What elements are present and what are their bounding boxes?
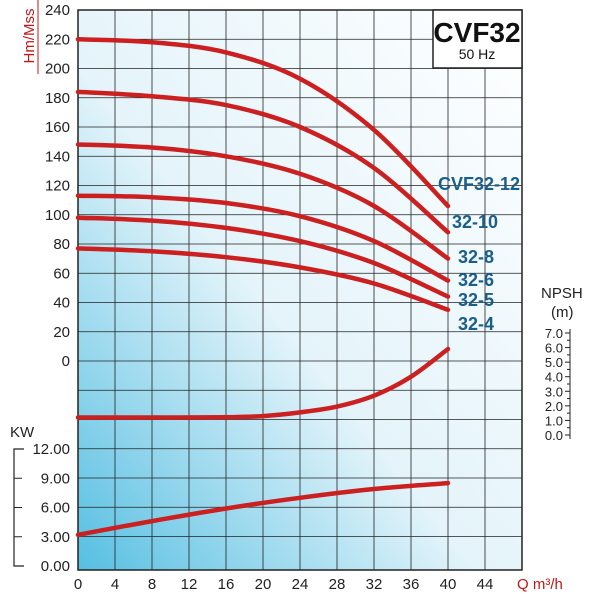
flow-tick-label: 32 bbox=[366, 576, 383, 593]
flow-tick-label: 28 bbox=[329, 576, 346, 593]
head-axis-title: Hm/Mss bbox=[21, 9, 38, 64]
head-curve-32-5 bbox=[75, 215, 451, 299]
head-tick-label: 60 bbox=[53, 265, 70, 282]
model-title: CVF32 bbox=[433, 17, 520, 48]
npsh-tick-label: 7.0 bbox=[545, 326, 563, 341]
model-title-box bbox=[432, 9, 523, 69]
npsh-axis-unit: (m) bbox=[551, 304, 574, 321]
power-tick-label: 9.00 bbox=[41, 470, 70, 487]
head-tick-label: 160 bbox=[45, 119, 70, 136]
head-tick-label: 100 bbox=[45, 207, 70, 224]
head-tick-label: 40 bbox=[53, 295, 70, 312]
npsh-tick-label: 3.0 bbox=[545, 384, 563, 399]
flow-axis-ticks: 0 4 8 12 16 20 24 28 32 36 40 44 bbox=[74, 576, 494, 593]
flow-tick-label: 12 bbox=[181, 576, 198, 593]
head-curve-cvf32-12 bbox=[75, 37, 451, 209]
npsh-axis: 7.06.05.04.03.02.01.00.0 bbox=[545, 326, 571, 443]
npsh-tick-label: 2.0 bbox=[545, 399, 563, 414]
head-tick-label: 140 bbox=[45, 148, 70, 165]
flow-tick-label: 16 bbox=[218, 576, 235, 593]
curve-label-cvf32-12: CVF32-12 bbox=[438, 174, 520, 194]
power-tick-label: 3.00 bbox=[41, 529, 70, 546]
npsh-tick-label: 6.0 bbox=[545, 341, 563, 356]
power-axis-bracket bbox=[13, 448, 24, 567]
power-axis-ticks: 0.00 3.00 6.00 9.00 12.00 bbox=[14, 441, 70, 575]
flow-axis-title: Q m³/h bbox=[517, 576, 563, 593]
flow-tick-label: 4 bbox=[111, 576, 119, 593]
flow-tick-label: 24 bbox=[292, 576, 309, 593]
npsh-tick-label: 5.0 bbox=[545, 355, 563, 370]
power-tick-label: 6.00 bbox=[41, 500, 70, 517]
head-curve-32-8 bbox=[75, 142, 451, 261]
head-tick-label: 20 bbox=[53, 324, 70, 341]
power-axis-title: KW bbox=[10, 424, 35, 441]
curve-label-32-10: 32-10 bbox=[452, 212, 498, 232]
head-tick-label: 0 bbox=[62, 353, 70, 370]
head-tick-label: 120 bbox=[45, 178, 70, 195]
curve-label-32-6: 32-6 bbox=[458, 270, 494, 290]
flow-tick-label: 44 bbox=[477, 576, 494, 593]
head-tick-label: 220 bbox=[45, 31, 70, 48]
head-curve-32-4 bbox=[75, 246, 451, 313]
npsh-tick-label: 4.0 bbox=[545, 370, 563, 385]
npsh-tick-label: 0.0 bbox=[545, 428, 563, 443]
head-curve-32-10 bbox=[75, 89, 451, 235]
head-tick-label: 80 bbox=[53, 236, 70, 253]
head-tick-label: 200 bbox=[45, 61, 70, 78]
flow-tick-label: 40 bbox=[440, 576, 457, 593]
curve-label-32-4: 32-4 bbox=[458, 314, 494, 334]
head-tick-label: 180 bbox=[45, 90, 70, 107]
flow-tick-label: 36 bbox=[403, 576, 420, 593]
curve-label-32-5: 32-5 bbox=[458, 290, 494, 310]
curves bbox=[75, 37, 451, 538]
npsh-axis-title: NPSH bbox=[541, 285, 583, 302]
head-tick-label: 240 bbox=[45, 2, 70, 19]
curve-labels: CVF32-12 32-10 32-8 32-632-5 32-4 bbox=[438, 174, 520, 334]
power-tick-label: 0.00 bbox=[41, 558, 70, 575]
head-axis-ticks: 0 20 40 60 80 100 120 140 160 180 200 220 240 bbox=[45, 2, 70, 370]
npsh-tick-label: 1.0 bbox=[545, 413, 563, 428]
head-curve-32-6 bbox=[75, 193, 451, 283]
npsh-curve bbox=[75, 346, 451, 420]
plot-frame bbox=[77, 9, 523, 571]
flow-tick-label: 20 bbox=[255, 576, 272, 593]
flow-tick-label: 8 bbox=[148, 576, 156, 593]
curve-label-32-8: 32-8 bbox=[458, 247, 494, 267]
flow-tick-label: 0 bbox=[74, 576, 82, 593]
power-tick-label: 12.00 bbox=[32, 441, 70, 458]
model-frequency: 50 Hz bbox=[459, 46, 496, 62]
power-curve bbox=[75, 480, 451, 538]
